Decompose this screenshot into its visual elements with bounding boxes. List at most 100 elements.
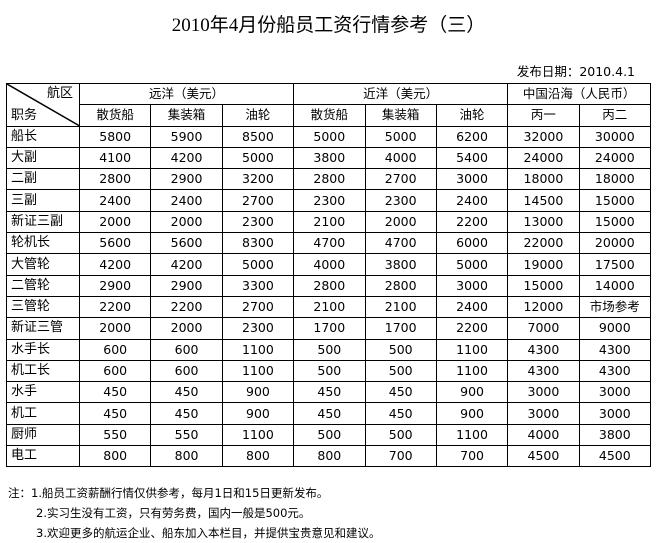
role-cell: 二管轮: [6, 274, 80, 297]
role-cell: 大副: [6, 146, 80, 170]
salary-cell: 550: [150, 423, 223, 447]
note: 注：1.船员工资薪酬行情仅供参考，每月1日和15日更新发布。: [8, 486, 329, 500]
salary-cell: 600: [150, 359, 223, 383]
page-title: 2010年4月份船员工资行情参考（三）: [171, 15, 486, 36]
salary-cell: 6200: [435, 125, 509, 148]
salary-cell: 4200: [78, 253, 152, 276]
salary-cell: 2000: [150, 317, 223, 340]
salary-cell: 3800: [364, 253, 437, 276]
salary-cell: 24000: [507, 146, 580, 170]
table-row: 水手 450 450 900 450 450 900 3000 3000: [6, 381, 652, 404]
salary-cell: 600: [78, 359, 152, 383]
column-header: 丙二: [578, 104, 652, 127]
table-row: 三副 2400 2400 2700 2300 2300 2400 14500 15000: [6, 189, 652, 212]
salary-cell: 8500: [221, 125, 295, 148]
salary-cell: 2400: [150, 189, 223, 212]
salary-cell: 450: [293, 381, 366, 404]
salary-cell: 900: [435, 381, 509, 404]
salary-cell: 5800: [78, 125, 152, 148]
salary-cell: 5000: [293, 125, 366, 148]
salary-cell: 800: [78, 445, 152, 468]
salary-cell: 7000: [507, 317, 580, 340]
column-header: 油轮: [221, 104, 295, 127]
salary-cell: 2000: [150, 210, 223, 234]
salary-cell: 700: [364, 445, 437, 468]
salary-table: 航区 职务 远洋（美元） 近洋（美元） 中国沿海（人民币） 散货船 集装箱 油轮 散货…: [6, 82, 652, 468]
salary-cell: 2800: [364, 274, 437, 297]
group-header: 中国沿海（人民币）: [507, 82, 651, 106]
salary-cell: 2700: [221, 189, 295, 212]
salary-cell: 5900: [150, 125, 223, 148]
salary-cell: 2300: [293, 189, 366, 212]
role-cell: 厨师: [6, 423, 80, 447]
salary-cell: 900: [221, 402, 295, 425]
salary-cell: 12000: [507, 295, 580, 319]
salary-cell: 4200: [150, 253, 223, 276]
table-row: 二管轮 2900 2900 3300 2800 2800 3000 15000 14000: [6, 274, 652, 297]
salary-cell: 800: [150, 445, 223, 468]
salary-cell: 15000: [578, 189, 652, 212]
salary-cell: 24000: [578, 146, 652, 170]
role-cell: 轮机长: [6, 232, 80, 255]
salary-cell: 4700: [293, 232, 366, 255]
role-cell: 机工: [6, 402, 80, 425]
salary-cell: 19000: [507, 253, 580, 276]
salary-cell: 4300: [507, 359, 580, 383]
corner-route-label: 航区: [46, 86, 73, 101]
publish-date: 发布日期：2010.4.1: [516, 64, 635, 79]
role-cell: 三管轮: [6, 295, 80, 319]
group-header: 远洋（美元）: [78, 82, 295, 106]
role-cell: 二副: [6, 168, 80, 191]
salary-cell: 500: [293, 423, 366, 447]
salary-cell: 2200: [78, 295, 152, 319]
salary-cell: 9000: [578, 317, 652, 340]
salary-cell: 900: [435, 402, 509, 425]
salary-cell: 17500: [578, 253, 652, 276]
salary-cell: 15000: [507, 274, 580, 297]
salary-cell: 5000: [221, 146, 295, 170]
salary-cell: 3800: [293, 146, 366, 170]
salary-cell: 2200: [435, 317, 509, 340]
table-row: 轮机长 5600 5600 8300 4700 4700 6000 22000 20000: [6, 232, 652, 255]
role-cell: 电工: [6, 445, 80, 468]
salary-cell: 450: [364, 381, 437, 404]
table-row: 厨师 550 550 1100 500 500 1100 4000 3800: [6, 423, 652, 447]
column-header: 集装箱: [150, 104, 223, 127]
note: 2.实习生没有工资，只有劳务费，国内一般是500元。: [36, 506, 311, 520]
salary-cell: 500: [364, 423, 437, 447]
role-cell: 新证三管: [6, 317, 80, 340]
role-cell: 大管轮: [6, 253, 80, 276]
salary-cell: 14000: [578, 274, 652, 297]
salary-cell: 2000: [78, 317, 152, 340]
salary-cell: 4300: [507, 338, 580, 361]
table-row: 电工 800 800 800 800 700 700 4500 4500: [6, 445, 652, 468]
column-header: 油轮: [435, 104, 509, 127]
salary-cell: 5400: [435, 146, 509, 170]
salary-cell: 4300: [578, 359, 652, 383]
salary-cell: 1100: [435, 359, 509, 383]
salary-cell: 700: [435, 445, 509, 468]
salary-cell: 550: [78, 423, 152, 447]
salary-cell: 22000: [507, 232, 580, 255]
salary-cell: 3000: [578, 402, 652, 425]
salary-cell: 3000: [507, 381, 580, 404]
salary-cell: 13000: [507, 210, 580, 234]
salary-cell: 5600: [150, 232, 223, 255]
salary-cell: 4300: [578, 338, 652, 361]
role-cell: 水手长: [6, 338, 80, 361]
corner-header: 航区 职务: [6, 83, 80, 127]
role-cell: 新证三副: [6, 210, 80, 234]
salary-cell: 4000: [293, 253, 366, 276]
salary-cell: 2700: [221, 295, 295, 319]
salary-cell: 2100: [293, 295, 366, 319]
table-row: 三管轮 2200 2200 2700 2100 2100 2400 12000 市场参考: [6, 295, 652, 319]
role-cell: 机工长: [6, 359, 80, 383]
salary-cell: 2400: [435, 295, 509, 319]
salary-cell: 2800: [78, 168, 152, 191]
salary-cell: 2700: [364, 168, 437, 191]
salary-cell: 2900: [78, 274, 152, 297]
salary-cell: 500: [293, 359, 366, 383]
salary-cell: 800: [293, 445, 366, 468]
salary-cell: 15000: [578, 210, 652, 234]
salary-cell: 18000: [507, 168, 580, 191]
